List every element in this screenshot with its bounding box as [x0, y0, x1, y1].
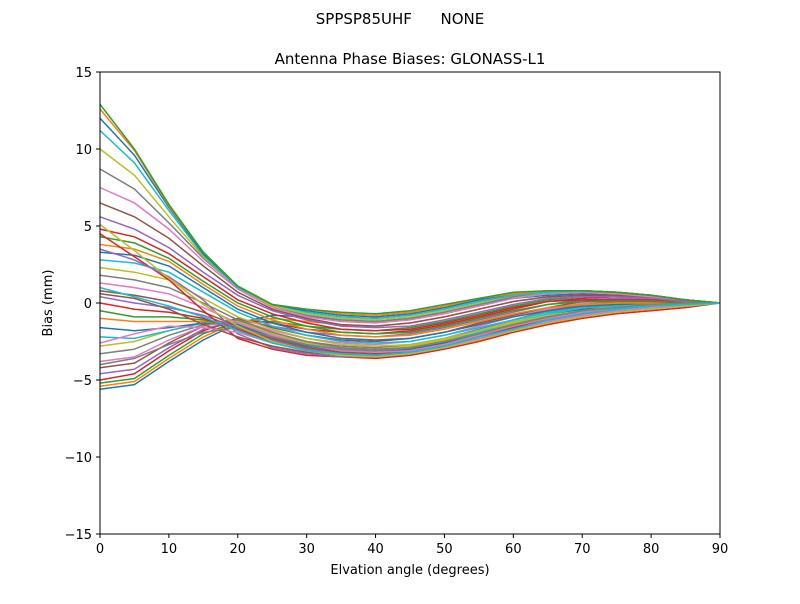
series-line-s39: [99, 223, 721, 358]
x-tick-label: 40: [367, 542, 384, 557]
series-line-s34: [99, 233, 721, 360]
series-line-s27: [99, 186, 721, 324]
x-tick-label: 90: [712, 542, 729, 557]
x-tick-label: 20: [230, 542, 247, 557]
x-tick-label: 80: [643, 542, 660, 557]
y-tick-label: 5: [84, 220, 92, 235]
series-line-s32: [99, 108, 721, 317]
series-line-s5: [99, 297, 721, 375]
series-line-s40: [99, 286, 721, 357]
y-tick-label: 0: [84, 297, 92, 312]
y-tick-label: 15: [75, 66, 92, 81]
x-tick-label: 50: [436, 542, 453, 557]
x-tick-label: 0: [96, 542, 104, 557]
series-line-s20: [99, 259, 720, 344]
y-tick-label: 10: [75, 143, 92, 158]
x-axis-ticks: 0 10 20 30 40 50 60 70 80 90: [96, 534, 728, 557]
y-tick-label: −5: [73, 374, 92, 389]
y-tick-label: −15: [65, 528, 92, 543]
x-tick-label: 70: [574, 542, 591, 557]
series-line-s30: [99, 129, 721, 320]
series-line-s25: [99, 216, 721, 329]
series-lines: [99, 103, 721, 390]
x-tick-label: 10: [161, 542, 178, 557]
x-axis-label: Elvation angle (degrees): [330, 563, 489, 578]
series-line-s24: [99, 228, 721, 332]
series-line-s26: [99, 202, 721, 327]
chart-title: Antenna Phase Biases: GLONASS-L1: [275, 50, 546, 68]
series-line-s21: [99, 251, 720, 341]
x-tick-label: 60: [505, 542, 522, 557]
y-axis-ticks: −15 −10 −5 0 5 10 15: [65, 66, 100, 543]
series-line-s23: [99, 236, 720, 335]
series-line-s33: [99, 103, 721, 315]
x-tick-label: 30: [298, 542, 315, 557]
y-axis-label: Bias (mm): [41, 270, 56, 337]
chart-suptitle: SPPSP85UHF NONE: [316, 10, 485, 28]
y-tick-label: −10: [65, 451, 92, 466]
series-line-s38: [99, 302, 720, 366]
series-line-s22: [99, 243, 720, 338]
series-line-s31: [99, 117, 721, 318]
